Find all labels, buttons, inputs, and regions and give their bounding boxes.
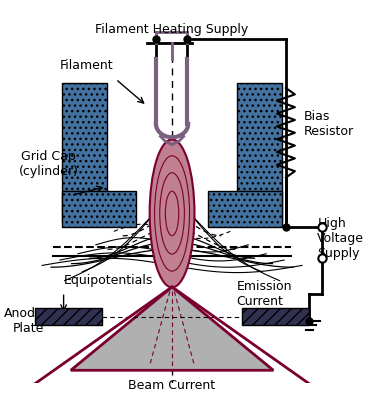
Text: Filament: Filament (60, 59, 114, 72)
Text: Equipotentials: Equipotentials (64, 274, 153, 287)
Polygon shape (35, 308, 102, 326)
Text: Filament Heating Supply: Filament Heating Supply (96, 23, 249, 36)
Text: Beam Current: Beam Current (128, 379, 216, 392)
Polygon shape (62, 83, 107, 222)
Polygon shape (208, 191, 282, 227)
Text: Grid Cap
(cylinder): Grid Cap (cylinder) (18, 150, 78, 178)
Text: High
Voltage
Supply: High Voltage Supply (317, 217, 364, 260)
Polygon shape (71, 287, 273, 370)
Text: Emission
Current: Emission Current (236, 280, 292, 308)
Polygon shape (242, 308, 309, 326)
Polygon shape (238, 83, 282, 222)
Polygon shape (62, 191, 136, 227)
Text: Bias
Resistor: Bias Resistor (304, 110, 354, 138)
Ellipse shape (150, 139, 194, 288)
Text: Anode
Plate: Anode Plate (4, 307, 44, 335)
